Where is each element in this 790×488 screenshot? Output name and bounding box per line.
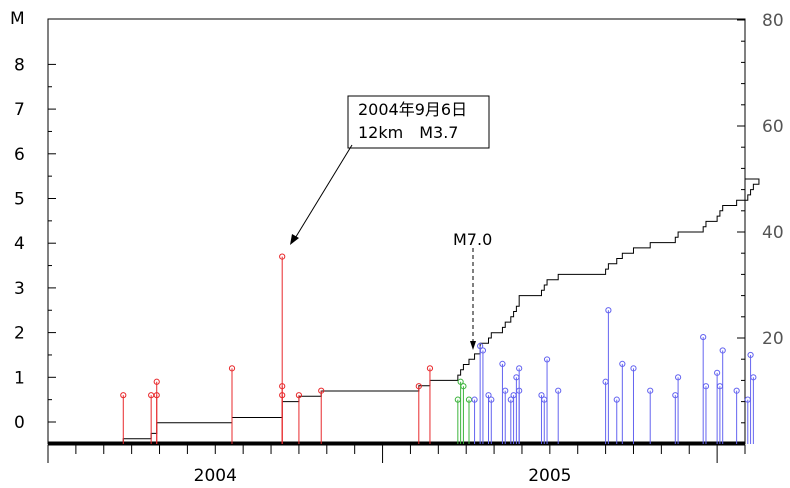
after-event-marker — [700, 333, 707, 341]
y-left-tick-label: 4 — [14, 234, 25, 254]
after-event-marker — [750, 374, 757, 381]
after-event-marker — [499, 360, 506, 367]
before-event-marker — [228, 365, 236, 372]
before-event-marker — [153, 378, 160, 385]
callout-line2: 12km M3.7 — [358, 123, 458, 142]
between-event-marker — [460, 383, 467, 390]
y-left-tick-label: 6 — [14, 145, 25, 165]
before-event-marker — [120, 392, 127, 399]
after-event-marker — [630, 365, 637, 372]
before-event-marker — [426, 365, 434, 372]
after-event-marker — [702, 383, 710, 390]
after-event-marker — [613, 396, 620, 403]
y-left-tick-label: 8 — [14, 55, 25, 75]
y-right-tick-label: 40 — [762, 223, 784, 243]
after-event-marker — [719, 347, 726, 354]
callout-box — [347, 95, 490, 149]
callout-annotation: 2004年9月6日 12km M3.7 — [290, 95, 490, 245]
after-event-marker — [477, 342, 484, 350]
after-event-marker — [605, 307, 612, 314]
y-left-tick-label: 5 — [14, 190, 25, 210]
before-event-marker — [415, 383, 422, 390]
magnitude-stems — [120, 253, 757, 444]
callout-arrowhead — [290, 234, 299, 245]
y-right-tick-label: 60 — [762, 117, 784, 137]
x-year-label: 2004 — [194, 466, 237, 486]
after-event-marker — [485, 392, 492, 399]
y-left-tick-label: 0 — [14, 413, 25, 433]
after-event-marker — [516, 365, 523, 372]
after-event-marker — [647, 387, 654, 394]
y-left-axis-label: M — [10, 9, 25, 29]
after-event-marker — [479, 347, 487, 354]
cumulative-count-line — [48, 178, 760, 445]
y-left-ticks: 0 1 2 3 4 5 6 7 8 — [14, 55, 56, 433]
mainshock-annotation: M7.0 — [453, 230, 492, 350]
after-event-marker — [747, 351, 754, 359]
before-event-marker — [295, 392, 303, 399]
after-event-marker — [538, 392, 545, 399]
y-right-tick-label: 20 — [762, 329, 784, 349]
y-right-ticks: 20 40 60 80 — [737, 11, 784, 424]
y-left-tick-label: 7 — [14, 100, 25, 120]
after-event-marker — [733, 387, 740, 394]
after-event-marker — [471, 396, 478, 403]
between-event-marker — [457, 378, 464, 385]
y-right-tick-label: 80 — [762, 11, 784, 31]
y-left-tick-label: 2 — [14, 324, 25, 344]
mainshock-arrowhead — [470, 341, 476, 350]
after-event-marker — [619, 360, 626, 367]
y-left-tick-label: 3 — [14, 279, 25, 299]
after-event-marker — [502, 387, 509, 394]
before-event-marker — [279, 253, 286, 260]
before-event-marker — [318, 387, 325, 394]
y-left-tick-label: 1 — [14, 368, 25, 388]
after-event-marker — [674, 374, 682, 381]
callout-arrow — [293, 144, 353, 241]
plot-frame — [47, 18, 746, 446]
before-event-marker — [279, 383, 286, 390]
x-ticks: 2004 2005 — [47, 445, 746, 486]
after-event-marker — [488, 396, 495, 403]
mainshock-label: M7.0 — [453, 230, 492, 249]
cumulative-step-path — [48, 178, 760, 445]
callout-line1: 2004年9月6日 — [358, 100, 467, 119]
before-event-marker — [153, 392, 160, 399]
x-year-label: 2005 — [528, 466, 571, 486]
after-event-marker — [543, 356, 551, 363]
after-event-marker — [714, 369, 721, 376]
after-event-marker — [555, 387, 562, 394]
before-event-marker — [279, 392, 286, 399]
plot-border — [47, 18, 746, 445]
